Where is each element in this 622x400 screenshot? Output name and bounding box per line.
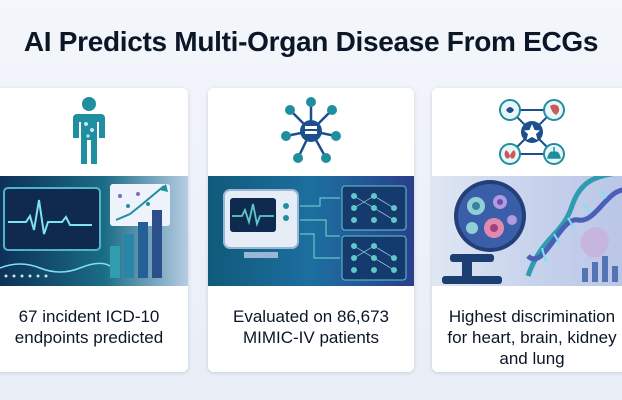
card-evaluation: Evaluated on 86,673 MIMIC-IV patients bbox=[208, 88, 414, 372]
card-caption: 67 incident ICD-10 endpoints predicted bbox=[0, 306, 188, 348]
caption-line: Evaluated on 86,673 bbox=[233, 307, 389, 326]
caption-line: endpoints predicted bbox=[14, 328, 164, 347]
ecg-growth-illustration bbox=[0, 176, 188, 286]
caption-line: for heart, brain, kidney bbox=[447, 328, 617, 347]
caption-line: Highest discrimination bbox=[448, 307, 616, 326]
microscope-cells-illustration bbox=[432, 176, 622, 286]
caption-line: MIMIC-IV patients bbox=[242, 328, 380, 347]
neural-network-illustration bbox=[208, 176, 414, 286]
human-body-icon bbox=[73, 97, 105, 164]
card-discrimination: Highest discrimination for heart, brain,… bbox=[432, 88, 622, 372]
network-nodes-icon bbox=[281, 97, 341, 163]
organ-network-icon bbox=[499, 99, 565, 165]
caption-line: 67 incident ICD-10 bbox=[18, 307, 160, 326]
card-endpoints: 67 incident ICD-10 endpoints predicted bbox=[0, 88, 188, 372]
caption-line: and lung bbox=[499, 349, 565, 368]
card-caption: Evaluated on 86,673 MIMIC-IV patients bbox=[208, 306, 414, 348]
card-caption: Highest discrimination for heart, brain,… bbox=[432, 306, 622, 369]
page-title: AI Predicts Multi-Organ Disease From ECG… bbox=[23, 26, 599, 57]
